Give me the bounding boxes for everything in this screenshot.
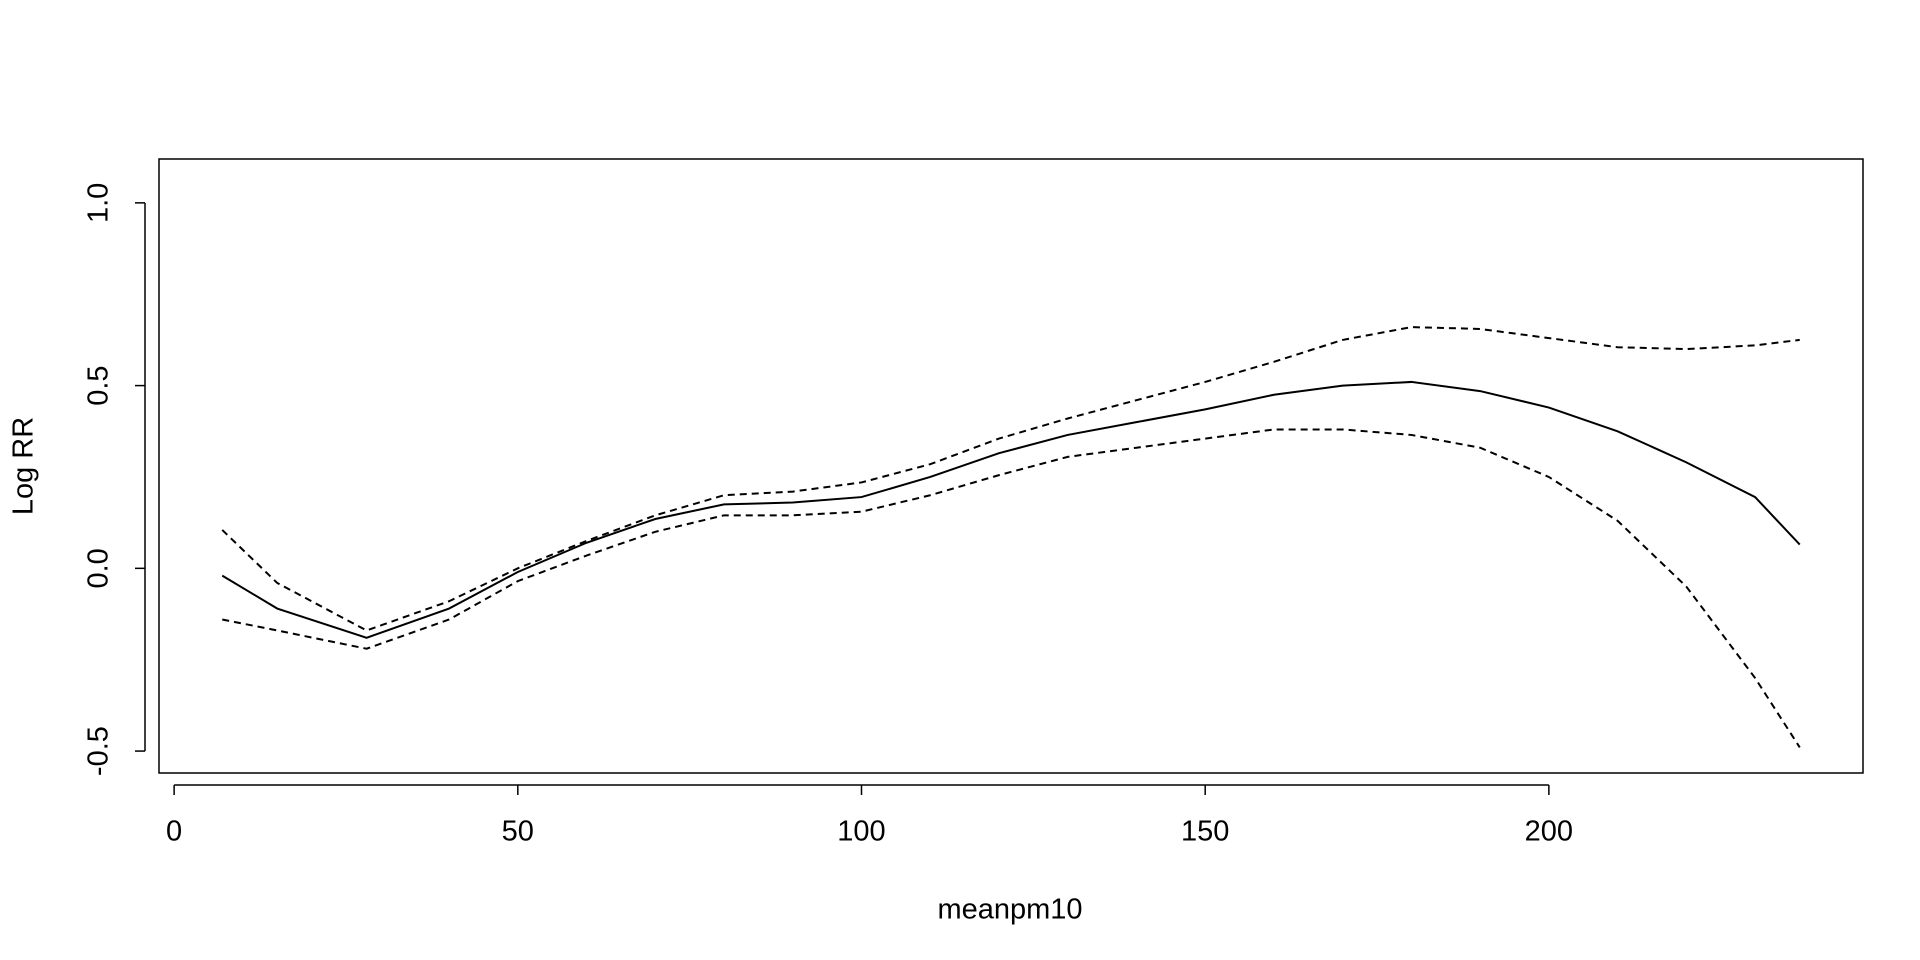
y-axis-label: Log RR [8,417,40,515]
y-tick-label: 1.0 [83,183,115,223]
y-tick-label: 0.0 [83,548,115,588]
x-tick-label: 50 [502,816,534,848]
x-tick-label: 200 [1525,816,1573,848]
plot-frame [158,158,1864,774]
x-axis-label: meanpm10 [937,894,1082,926]
y-tick-label: -0.5 [83,726,115,776]
x-tick-label: 150 [1181,816,1229,848]
confidence-band-line [221,326,1800,632]
estimate-line [221,380,1801,639]
confidence-band-line [222,428,1801,748]
x-tick-label: 100 [837,816,885,848]
y-tick-label: 0.5 [83,365,115,405]
x-tick-label: 0 [166,816,182,848]
